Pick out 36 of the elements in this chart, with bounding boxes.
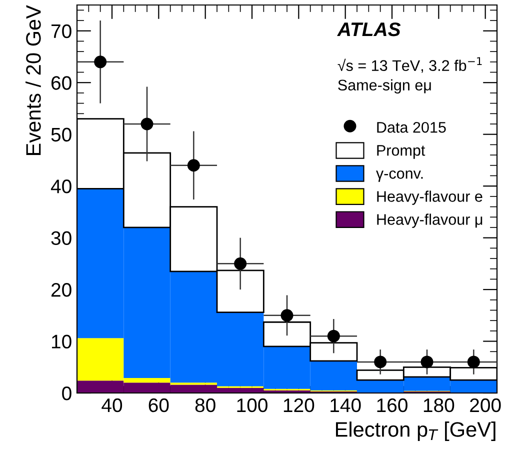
y-tick-label: 70 [52, 24, 72, 38]
point [374, 356, 387, 368]
x-tick-label: 160 [377, 398, 408, 412]
x-axis-title: Electron p$_{T}$ [GeV] [336, 422, 496, 441]
legend-label: γ-conv. [376, 170, 423, 182]
x-tick-label: 80 [195, 398, 216, 412]
x-tick-label: 100 [237, 398, 268, 412]
y-tick-label: 30 [51, 231, 72, 246]
point [467, 356, 480, 368]
legend-label: Data 2015 [377, 122, 446, 133]
y-tick-label: 20 [51, 283, 72, 297]
x-tick-label: 200 [470, 398, 501, 412]
y-tick-label: 10 [52, 334, 72, 349]
annotation: Same-sign eμ [338, 79, 431, 94]
x-tick-label: 120 [284, 398, 314, 412]
y-tick-label: 0 [62, 386, 72, 400]
point [94, 56, 107, 68]
y-tick-label: 50 [51, 128, 72, 142]
annotation: √s = 13 TeV, 3.2 fb$^{−1}$ [338, 57, 482, 73]
x-tick-label: 40 [102, 398, 122, 412]
x-tick-label: 140 [330, 398, 361, 412]
point [140, 118, 154, 130]
legend-label: Heavy-flavour e [377, 190, 482, 205]
legend-label: Prompt [377, 145, 426, 159]
point [187, 159, 200, 172]
point [327, 330, 340, 342]
x-tick-label: 180 [424, 398, 454, 412]
legend-label: Heavy-flavour μ [377, 214, 482, 228]
y-tick-label: 40 [50, 180, 72, 194]
point [420, 356, 434, 368]
point [234, 257, 247, 270]
y-tick-label: 60 [52, 76, 72, 90]
point [280, 309, 294, 322]
x-tick-label: 60 [148, 398, 169, 412]
annotation: ATLAS [337, 22, 401, 36]
y-axis-title: Events / 20 GeV [26, 5, 41, 155]
